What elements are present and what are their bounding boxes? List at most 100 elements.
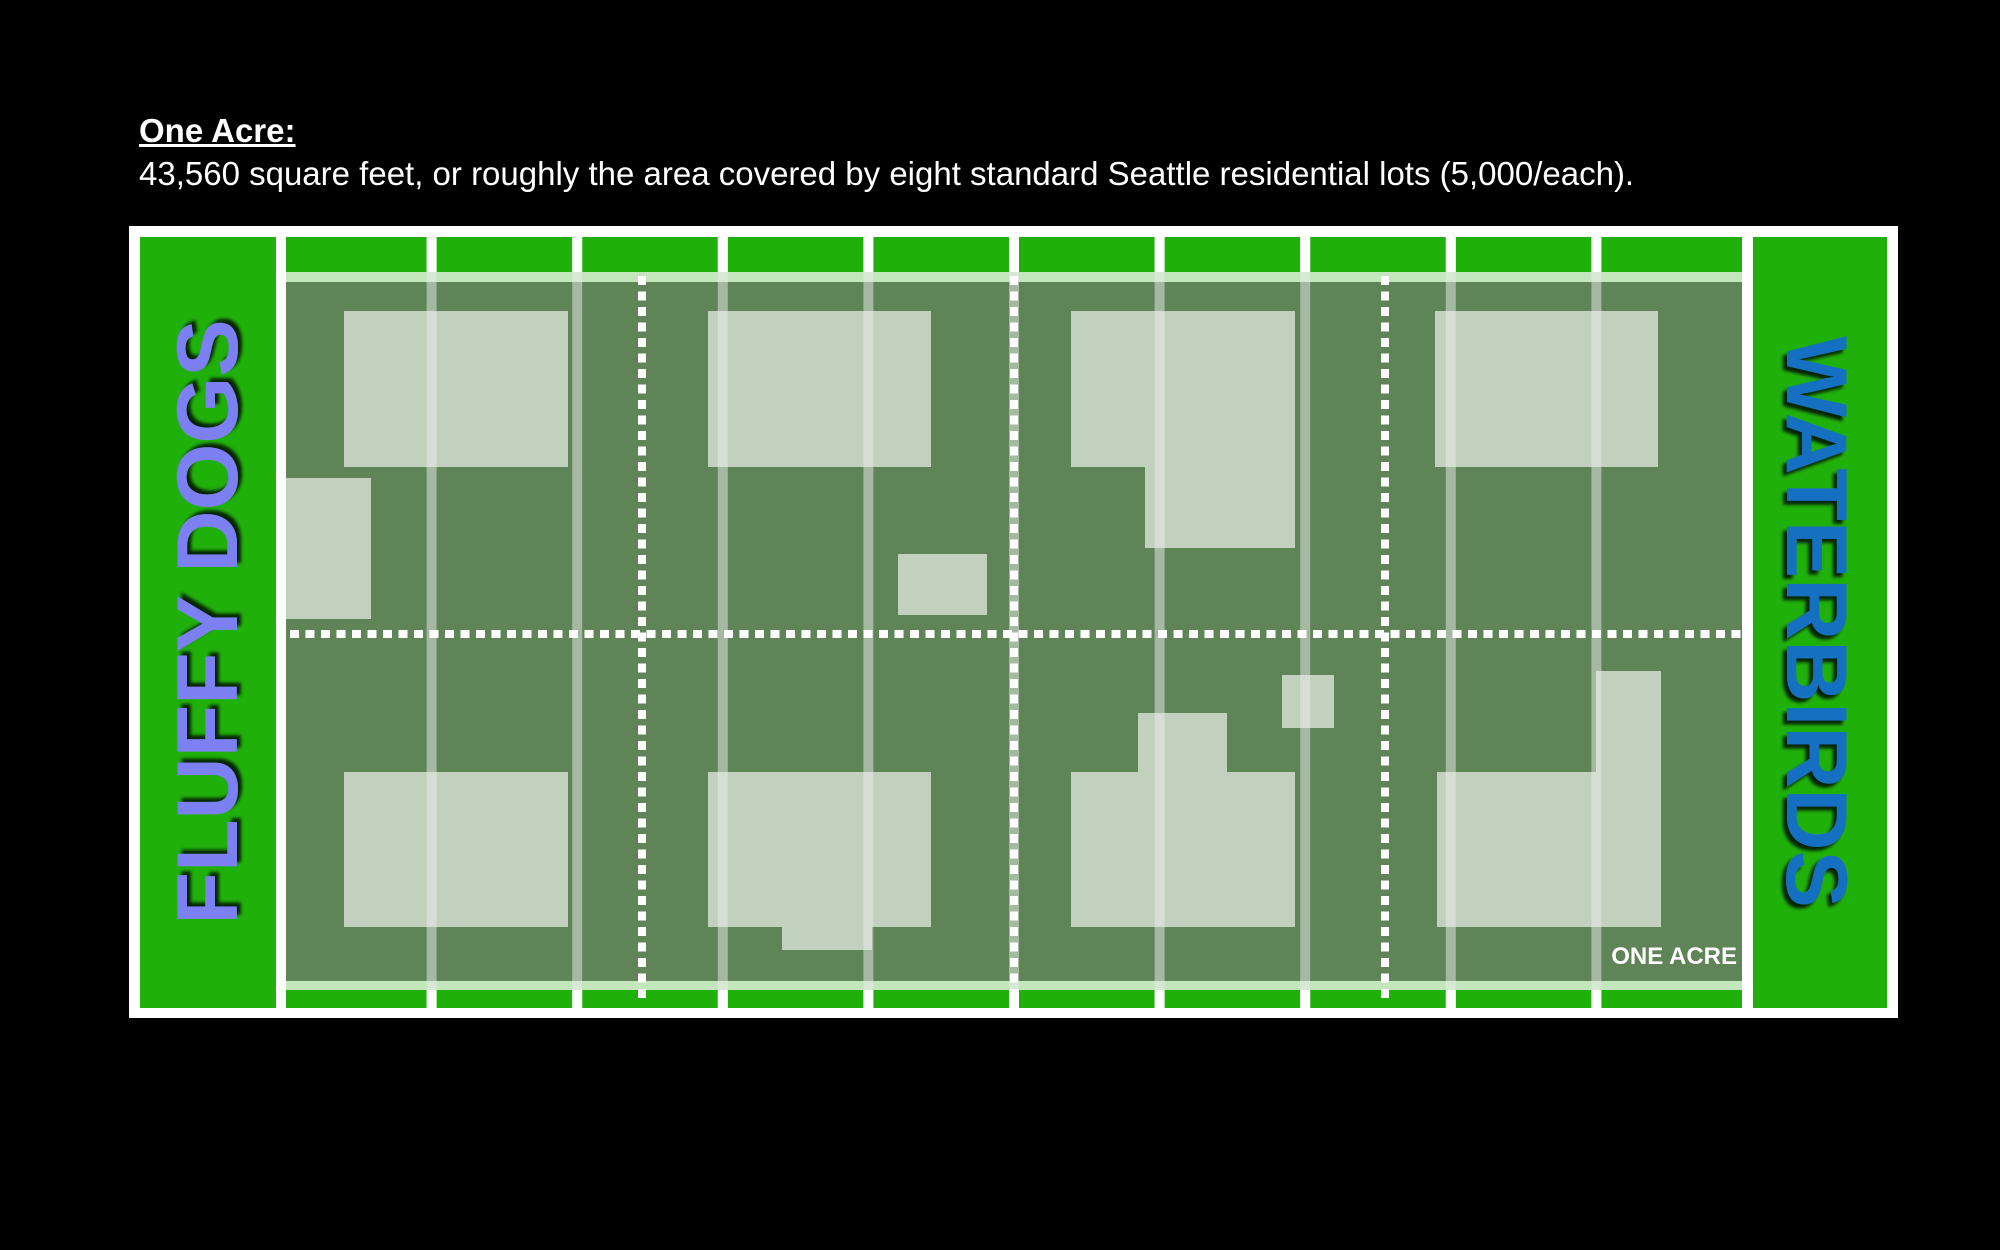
lot (1596, 671, 1661, 772)
divider-dash (1381, 601, 1389, 611)
divider-dash (1010, 741, 1018, 750)
divider-dash (638, 896, 646, 905)
divider-dash (1381, 415, 1389, 425)
divider-dash (1010, 834, 1018, 843)
divider-dash (1010, 539, 1018, 549)
divider-dash (638, 942, 646, 952)
divider-dash (1381, 400, 1389, 409)
divider-dash (522, 630, 532, 638)
divider-dash (638, 663, 646, 673)
divider-dash (1499, 630, 1508, 638)
divider-dash (1421, 630, 1431, 638)
divider-dash (638, 307, 646, 316)
divider-dash (1313, 630, 1322, 638)
divider-dash (1158, 630, 1167, 638)
title: One Acre: (139, 112, 296, 149)
divider-dash (1381, 493, 1389, 502)
lot (782, 927, 872, 950)
divider-dash (894, 630, 904, 638)
divider-dash (1406, 630, 1415, 638)
divider-dash (569, 630, 578, 638)
divider-dash (1381, 741, 1389, 750)
right-team-label: WATERBIRDS (1768, 336, 1864, 908)
divider-dash (1010, 384, 1018, 394)
divider-dash (1381, 679, 1389, 688)
divider-dash (352, 630, 361, 638)
divider-dash (1018, 630, 1028, 638)
divider-dash (1381, 663, 1389, 673)
description: 43,560 square feet, or roughly the area … (139, 155, 1635, 192)
divider-dash (638, 989, 646, 998)
divider-dash (1381, 446, 1389, 456)
divider-dash (1623, 630, 1632, 638)
yard-line-tick (1445, 237, 1456, 272)
yard-line-tick (426, 237, 437, 272)
divider-dash (1049, 630, 1059, 638)
divider-dash (638, 880, 646, 890)
divider-dash (1381, 648, 1389, 657)
yard-line-tick (863, 237, 874, 272)
yard-line-tick (717, 990, 728, 1008)
divider-dash (1381, 989, 1389, 998)
divider-dash (1111, 630, 1121, 638)
divider-dash (1065, 630, 1074, 638)
divider-dash (848, 630, 857, 638)
yard-line (1591, 237, 1602, 1008)
divider-dash (1381, 818, 1389, 828)
divider-dash (1010, 353, 1018, 363)
divider-dash (638, 276, 646, 285)
divider-dash (1282, 630, 1291, 638)
divider-dash (1010, 989, 1018, 998)
divider-dash (1010, 849, 1018, 859)
divider-dash (553, 630, 563, 638)
divider-dash (1204, 630, 1214, 638)
divider-dash (863, 630, 873, 638)
divider-dash (1096, 630, 1105, 638)
divider-dash (1381, 849, 1389, 859)
one-acre-label: ONE ACRE (1611, 943, 1737, 970)
divider-dash (1381, 927, 1389, 936)
divider-dash (1452, 630, 1462, 638)
divider-dash (460, 630, 470, 638)
divider-dash (1700, 630, 1710, 638)
residential-lots (286, 311, 1661, 950)
divider-dash (1381, 524, 1389, 533)
divider-dash (910, 630, 919, 638)
divider-dash (1381, 617, 1389, 626)
divider-dash (1359, 630, 1369, 638)
divider-dash (1010, 446, 1018, 456)
yard-line-tick (1300, 990, 1311, 1008)
yard-line (1445, 237, 1456, 1008)
divider-dash (1381, 462, 1389, 471)
divider-dash (638, 570, 646, 580)
divider-dash (1010, 818, 1018, 828)
divider-dash (1266, 630, 1276, 638)
divider-dash (1561, 630, 1570, 638)
divider-dash (1010, 462, 1018, 471)
divider-dash (638, 772, 646, 781)
divider-dash (383, 630, 392, 638)
divider-dash (638, 648, 646, 657)
divider-dash (708, 630, 718, 638)
divider-dash (1468, 630, 1477, 638)
divider-dash (1010, 555, 1018, 564)
divider-dash (631, 630, 640, 638)
divider-dash (638, 446, 646, 456)
divider-dash (290, 630, 299, 638)
yard-line (1154, 237, 1165, 1008)
divider-dash (1545, 630, 1555, 638)
divider-dash (638, 477, 646, 487)
divider-dash (638, 338, 646, 347)
divider-dash (1381, 276, 1389, 285)
yard-line-tick (1154, 990, 1165, 1008)
divider-dash (638, 911, 646, 921)
divider-dash (1010, 291, 1018, 301)
left-endzone (140, 237, 276, 1008)
divider-dash (638, 431, 646, 440)
divider-dash (1381, 958, 1389, 967)
divider-dash (1010, 772, 1018, 781)
lot (1437, 772, 1661, 927)
divider-dash (1127, 630, 1136, 638)
divider-dash (646, 630, 656, 638)
divider-dash (638, 927, 646, 936)
